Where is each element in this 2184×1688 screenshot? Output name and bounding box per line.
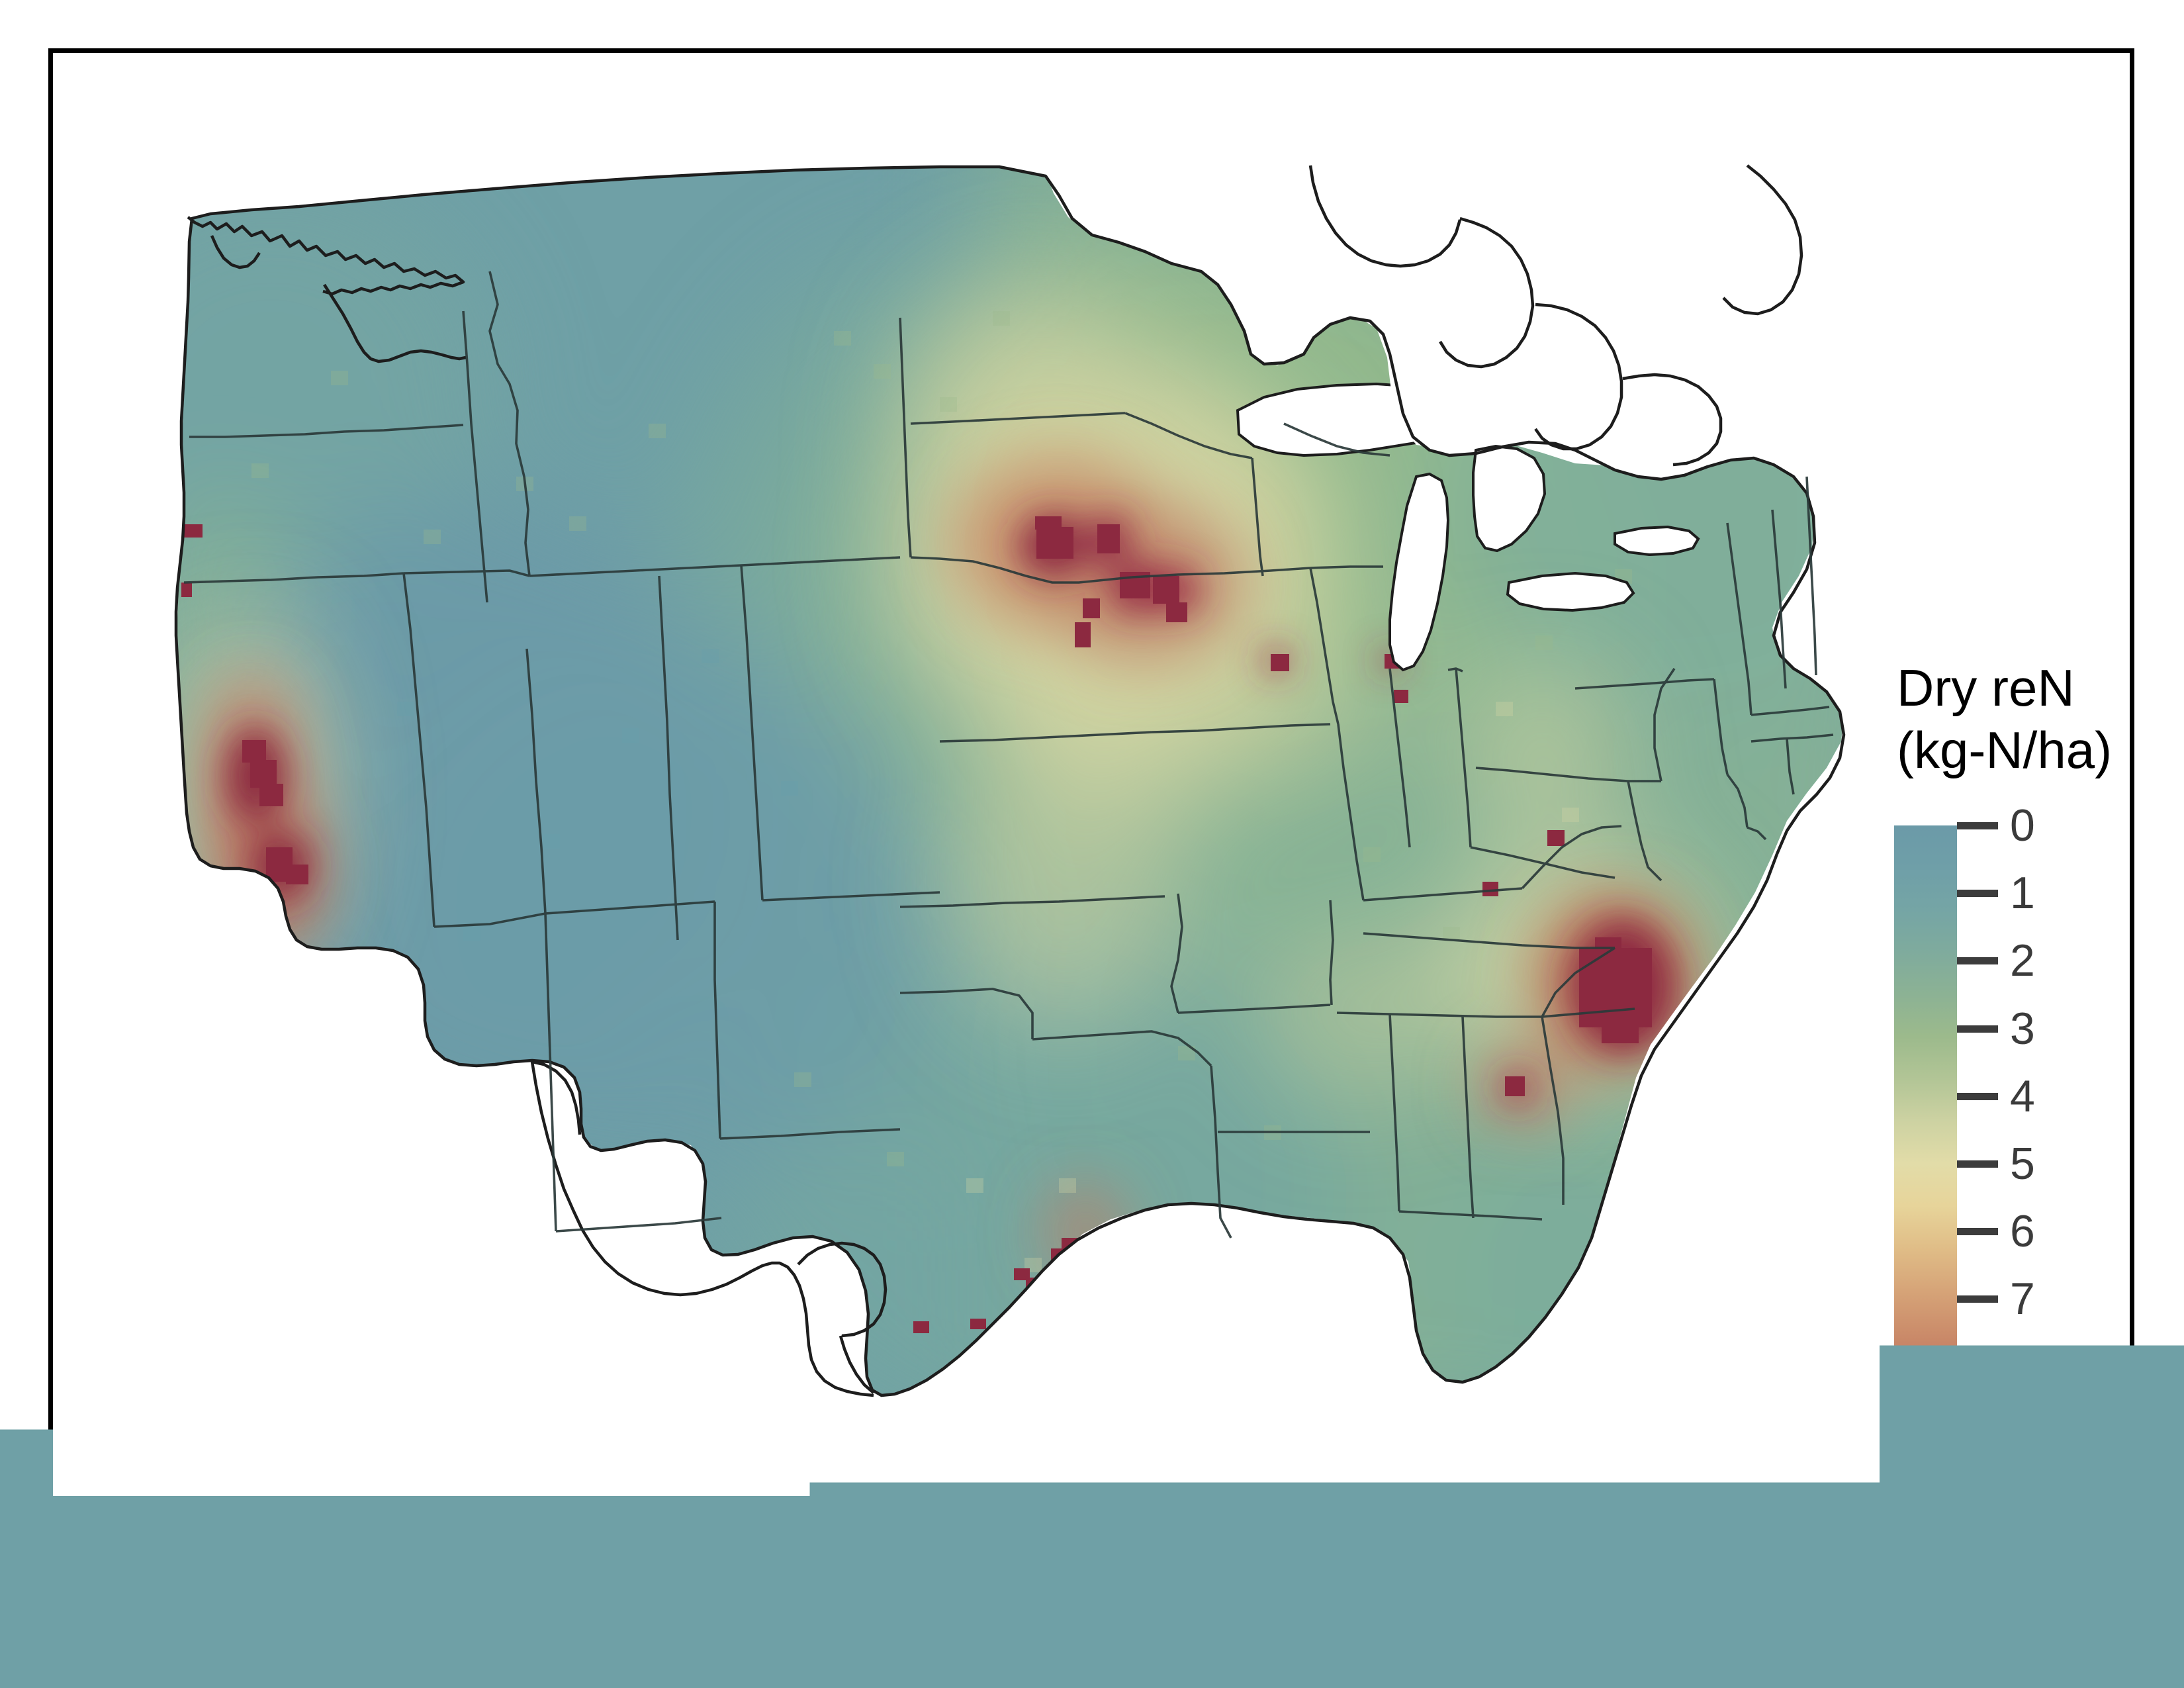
figure-frame: Dry reN (kg-N/ha) 0 1 2 3 4 5 6 7 8 9 >10 Dry depo…	[48, 48, 2134, 1638]
figure-page: Dry reN (kg-N/ha) 0 1 2 3 4 5 6 7 8 9 >10 Dry depo…	[0, 0, 2184, 1688]
colorbar-tick-label: 1	[2010, 865, 2035, 921]
colorbar-tick-label: 9	[2010, 1407, 2035, 1462]
colorbar[interactable]: 0 1 2 3 4 5 6 7 8 9 >10	[1894, 825, 1974, 1502]
colorbar-tick-label: 3	[2010, 1001, 2035, 1056]
colorbar-tick-line	[1957, 1228, 1998, 1235]
agency-datestamp: USEPA 11/04/23	[1746, 1570, 2104, 1620]
colorbar-tick-line	[1957, 822, 1998, 829]
colorbar-tick-label: 5	[2010, 1136, 2035, 1192]
colorbar-title: Dry reN (kg-N/ha)	[1897, 657, 2112, 781]
colorbar-tick-line	[1957, 1499, 1998, 1506]
colorbar-tick-label: 2	[2010, 933, 2035, 988]
map-panel[interactable]	[53, 53, 1880, 1496]
colorbar-tick-line	[1957, 1295, 1998, 1303]
colorbar-tick-label: 7	[2010, 1271, 2035, 1327]
colorbar-tick-line	[1957, 890, 1998, 897]
colorbar-tick-label: 0	[2010, 798, 2035, 853]
colorbar-tick-line	[1957, 1025, 1998, 1033]
colorbar-tick-line	[1957, 1431, 1998, 1438]
colorbar-tick-line	[1957, 1364, 1998, 1371]
source-note: Source: v2023.01, data: CASTNET/CMAQ/NAD…	[81, 1570, 1128, 1620]
colorbar-gradient	[1894, 825, 1957, 1502]
colorbar-tick-line	[1957, 957, 1998, 964]
figure-caption: Dry deposition of reduced N 1517	[1286, 1507, 2103, 1556]
us-deposition-map[interactable]	[53, 53, 1880, 1496]
colorbar-tick-label: 8	[2010, 1339, 2035, 1395]
colorbar-tick-label: 4	[2010, 1068, 2035, 1124]
colorbar-tick-line	[1957, 1093, 1998, 1100]
colorbar-tick-line	[1957, 1160, 1998, 1168]
colorbar-tick-label: 6	[2010, 1203, 2035, 1259]
colorbar-title-line1: Dry reN	[1897, 657, 2112, 719]
colorbar-title-line2: (kg-N/ha)	[1897, 719, 2112, 781]
